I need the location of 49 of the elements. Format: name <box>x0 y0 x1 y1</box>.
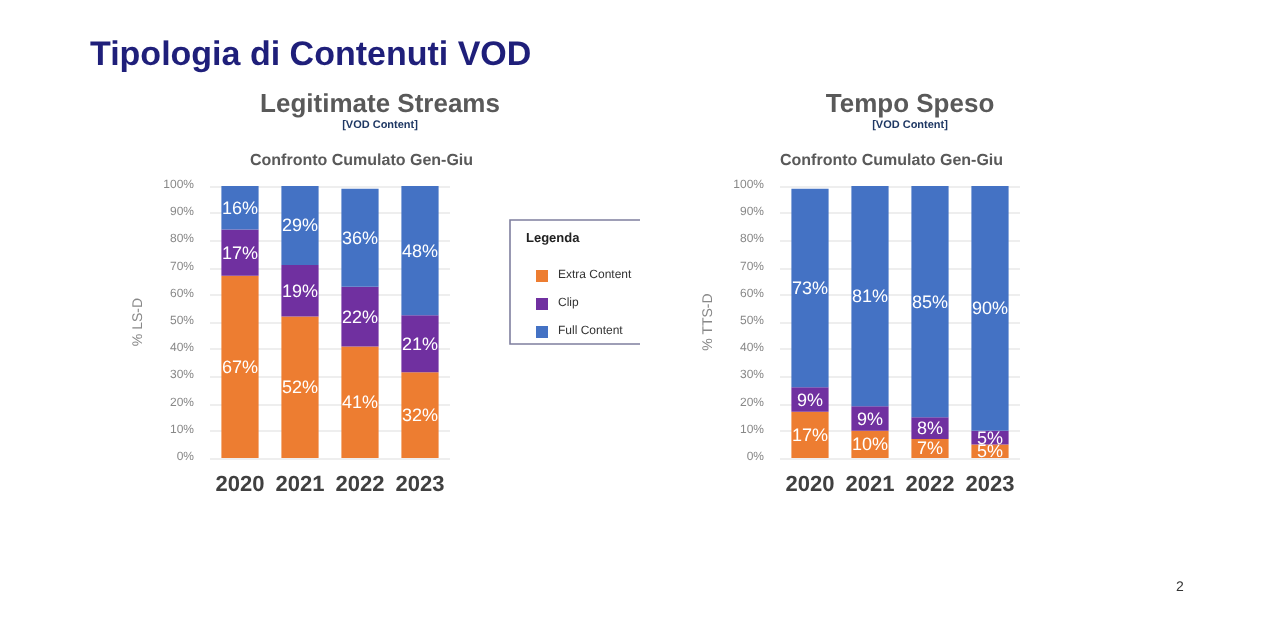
x-tick-label: 2022 <box>335 473 385 497</box>
x-tick-label: 2021 <box>275 473 325 497</box>
data-label: 9% <box>856 408 884 429</box>
bar <box>791 188 829 388</box>
x-tick-label: 2023 <box>395 473 445 497</box>
data-label: 10% <box>851 434 889 455</box>
data-label: 22% <box>341 306 379 327</box>
bar <box>281 186 319 265</box>
data-label: 81% <box>851 286 889 307</box>
data-label: 17% <box>791 424 829 445</box>
text: Tipologia di Contenuti VOD <box>90 35 532 73</box>
data-label: 32% <box>401 405 439 426</box>
x-tick-label: 2022 <box>905 473 955 497</box>
data-label: 67% <box>221 356 259 377</box>
data-label: 73% <box>791 278 829 298</box>
data-label: 17% <box>221 242 259 263</box>
data-label: 29% <box>281 215 319 236</box>
data-label: 9% <box>796 389 824 410</box>
data-label: 5% <box>976 441 1004 462</box>
data-label: 16% <box>221 197 259 218</box>
bar <box>851 186 889 407</box>
bar <box>281 316 319 458</box>
data-label: 36% <box>341 227 379 248</box>
data-label: 48% <box>401 240 439 261</box>
chart-title: Tempo Speso <box>825 88 995 118</box>
bar <box>221 275 259 458</box>
bar <box>401 186 439 316</box>
data-label: 90% <box>971 298 1009 319</box>
data-label: 85% <box>911 291 949 312</box>
bar <box>341 346 379 458</box>
text: Confronto Cumulato Gen-Giu <box>780 151 1004 169</box>
bar <box>341 188 379 287</box>
x-tick-label: 2020 <box>785 473 835 497</box>
x-tick-label: 2021 <box>845 473 895 497</box>
data-label: 21% <box>401 333 439 354</box>
data-label: 8% <box>916 418 944 439</box>
x-tick-label: 2020 <box>215 473 265 497</box>
x-tick-label: 2023 <box>965 473 1015 497</box>
data-label: 52% <box>281 377 319 398</box>
bar <box>911 186 949 418</box>
bar <box>971 186 1009 431</box>
data-label: 19% <box>281 280 319 301</box>
chart-title: Legitimate Streams <box>260 88 500 118</box>
data-label: 5% <box>976 427 1004 448</box>
text: Confronto Cumulato Gen-Giu <box>250 151 474 169</box>
data-label: 41% <box>341 392 379 413</box>
data-label: 7% <box>916 438 944 459</box>
bar <box>401 372 439 458</box>
bar <box>401 315 439 373</box>
